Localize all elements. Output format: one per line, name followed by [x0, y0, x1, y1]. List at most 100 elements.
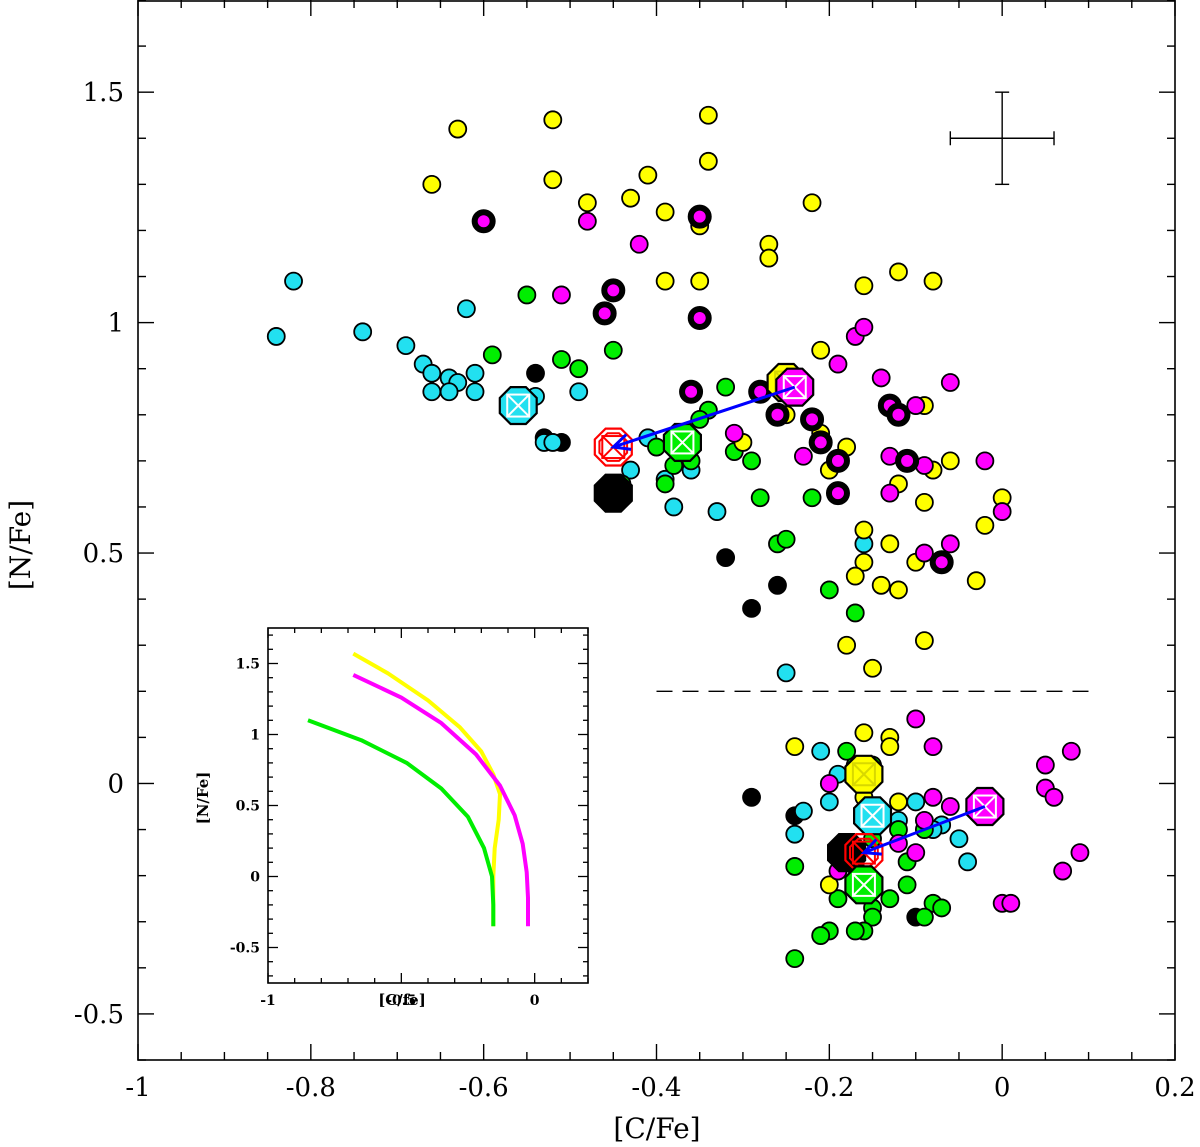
mean-marker-cross	[506, 393, 530, 418]
point-green	[880, 889, 900, 909]
arrows	[610, 385, 986, 856]
point-cyan	[569, 382, 589, 402]
point-magenta	[819, 774, 839, 793]
mean-marker-box	[782, 375, 807, 400]
point-magenta	[940, 534, 960, 554]
point-black	[742, 787, 761, 807]
point-green	[932, 898, 952, 918]
arrow-head	[860, 838, 882, 856]
point-green	[742, 451, 761, 471]
inset-y-tick-label: 1	[250, 728, 260, 744]
point-cyan	[284, 271, 303, 291]
point-cyan	[422, 363, 442, 383]
mean-marker-box	[972, 794, 997, 819]
inset-x-tick-label: 0	[530, 993, 540, 1009]
point-magenta	[906, 709, 926, 729]
point-magenta-ringed	[765, 402, 790, 427]
point-green	[569, 359, 589, 379]
point-cyan	[819, 792, 839, 812]
point-cyan	[396, 336, 416, 356]
point-magenta	[914, 543, 934, 563]
x-tick-label: -0.4	[631, 1073, 681, 1103]
point-magenta	[906, 396, 926, 415]
point-yellow	[543, 170, 563, 190]
point-cyan	[422, 382, 442, 402]
point-black	[768, 575, 787, 595]
point-magenta	[871, 368, 891, 388]
point-green	[828, 889, 848, 909]
point-black	[716, 548, 736, 568]
arrow-head	[610, 433, 632, 451]
mean-marker	[593, 427, 633, 467]
mean-marker-cross	[601, 481, 625, 505]
point-yellow	[854, 276, 874, 296]
point-yellow	[889, 792, 908, 812]
point-cyan	[906, 792, 926, 812]
point-green	[603, 340, 623, 360]
point-cyan	[353, 322, 373, 342]
inset-y-axis-title: [N/Fe]	[194, 772, 212, 825]
mean-marker-cross	[852, 873, 876, 897]
point-magenta	[923, 737, 943, 757]
point-green	[802, 488, 822, 508]
point-magenta	[577, 211, 597, 231]
point-magenta-ringed	[471, 209, 496, 234]
y-tick-label: 0.5	[83, 539, 124, 569]
point-cyan	[958, 852, 977, 872]
inset-chart: -1 -0.5 0 -0.5 0 0.5 1 1.5	[208, 620, 600, 1030]
point-green	[785, 857, 805, 876]
point-green	[776, 529, 796, 549]
point-cyan	[776, 663, 796, 683]
point-magenta	[1053, 861, 1073, 881]
point-cyan	[949, 829, 969, 849]
point-magenta	[992, 502, 1012, 521]
x-axis-title: [C/Fe]	[613, 1112, 700, 1145]
point-yellow	[698, 151, 718, 171]
point-magenta	[1044, 787, 1064, 807]
point-cyan	[543, 433, 563, 452]
point-magenta-ringed	[886, 402, 911, 427]
point-magenta	[1001, 893, 1021, 913]
point-magenta-ringed	[687, 204, 712, 229]
point-yellow	[577, 193, 597, 213]
point-cyan	[266, 327, 286, 346]
point-magenta-ringed	[592, 301, 617, 326]
point-cyan	[794, 801, 813, 821]
mean-marker-box	[506, 393, 531, 418]
point-green	[482, 345, 502, 365]
point-cyan	[707, 502, 727, 521]
mean-marker-box	[834, 840, 859, 865]
mean-marker-cross	[670, 430, 695, 455]
point-magenta	[940, 797, 960, 816]
point-green	[785, 949, 805, 969]
y-tick-label: 1	[107, 309, 124, 339]
point-yellow	[854, 520, 874, 540]
y-tick-label: 1.5	[83, 78, 124, 108]
point-green	[552, 350, 571, 369]
point-magenta	[552, 285, 571, 305]
point-cyan	[785, 824, 805, 844]
point-magenta	[828, 354, 848, 374]
mean-marker-box	[851, 872, 876, 897]
point-yellow	[448, 119, 468, 139]
point-magenta	[724, 423, 744, 443]
point-yellow	[638, 165, 658, 185]
point-magenta	[906, 843, 926, 863]
point-yellow	[923, 271, 943, 291]
point-magenta-ringed	[687, 306, 712, 330]
point-green	[647, 437, 666, 457]
point-yellow	[802, 193, 822, 213]
x-tick-label: -0.2	[804, 1073, 854, 1103]
point-green	[716, 377, 736, 397]
point-cyan	[465, 382, 485, 402]
point-yellow	[655, 271, 675, 291]
mean-marker-box	[601, 481, 626, 506]
x-tick-label: -0.8	[286, 1073, 336, 1103]
inset-x-tick-label: -1	[260, 993, 276, 1009]
point-magenta-ringed	[825, 448, 850, 473]
point-yellow	[621, 188, 640, 208]
inset-curve-green	[307, 718, 496, 927]
inset-y-tick-label: 0.5	[236, 799, 260, 815]
point-green	[811, 926, 831, 945]
point-yellow	[914, 492, 934, 512]
